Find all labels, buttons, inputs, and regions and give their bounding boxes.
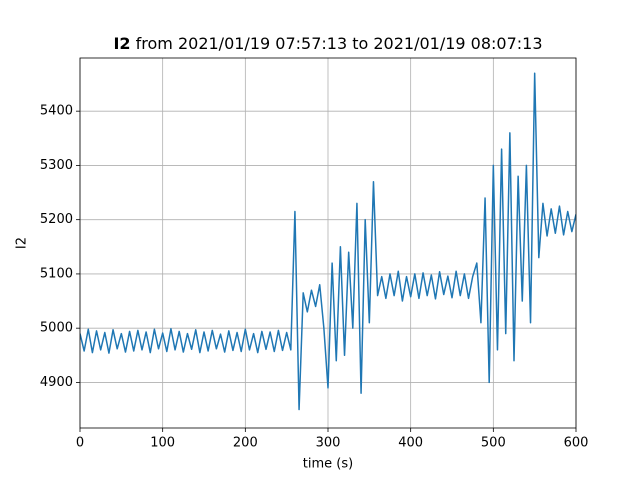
x-tick-label: 100 bbox=[150, 436, 175, 451]
y-tick-label: 5200 bbox=[40, 212, 73, 227]
x-axis-label: time (s) bbox=[303, 457, 353, 472]
y-tick-label: 5300 bbox=[40, 158, 73, 173]
x-tick-label: 600 bbox=[564, 436, 589, 451]
title-range: from 2021/01/19 07:57:13 to 2021/01/19 0… bbox=[136, 34, 543, 53]
x-tick-label: 0 bbox=[76, 436, 84, 451]
x-tick-label: 500 bbox=[481, 436, 506, 451]
title-name: I2 bbox=[113, 34, 130, 53]
y-tick-label: 4900 bbox=[40, 375, 73, 390]
chart-title: I2 from 2021/01/19 07:57:13 to 2021/01/1… bbox=[113, 34, 542, 53]
data-line bbox=[80, 72, 576, 411]
y-axis-label: I2 bbox=[15, 237, 30, 249]
y-tick-label: 5400 bbox=[40, 104, 73, 119]
x-tick-label: 400 bbox=[398, 436, 423, 451]
plot-frame bbox=[79, 57, 577, 429]
y-tick-label: 5000 bbox=[40, 321, 73, 336]
x-tick-label: 300 bbox=[316, 436, 341, 451]
x-tick-label: 200 bbox=[233, 436, 258, 451]
y-tick-label: 5100 bbox=[40, 266, 73, 281]
